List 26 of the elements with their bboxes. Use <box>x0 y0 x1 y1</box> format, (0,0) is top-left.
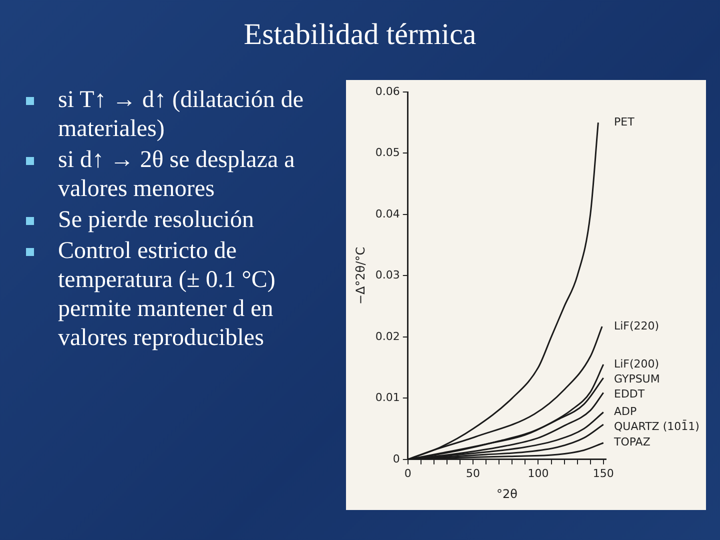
series-label: ADP <box>614 405 637 418</box>
x-tick-label: 50 <box>466 466 480 480</box>
x-tick-label: 100 <box>528 466 549 480</box>
series-label: EDDT <box>614 387 645 400</box>
y-tick-label: 0 <box>392 452 400 466</box>
series-label: TOPAZ <box>613 436 651 449</box>
y-axis-title: −Δ°2θ/°C <box>353 246 368 305</box>
text: Control estricto de temperatura (± 0.1 °C) permite mantener d en valores reproducibles <box>58 237 276 353</box>
series-label: LiF(220) <box>614 319 660 332</box>
series-label: LiF(200) <box>614 357 660 370</box>
text: Se pierde resolución <box>58 206 255 235</box>
text: si d↑ → 2θ se desplaza a valores menores <box>58 146 296 204</box>
y-tick-label: 0.02 <box>375 330 400 343</box>
y-tick-label: 0.01 <box>375 391 400 404</box>
series-label: GYPSUM <box>614 372 660 386</box>
series-label: PET <box>614 115 635 128</box>
y-tick-label: 0.05 <box>375 146 400 160</box>
series-label: QUARTZ (101̄1) <box>614 419 700 434</box>
y-tick-label: 0.04 <box>375 207 400 220</box>
x-tick-label: 0 <box>404 466 412 480</box>
y-tick-label: 0.03 <box>375 268 400 282</box>
y-tick-label: 0.06 <box>375 84 400 98</box>
text: si T↑ → d↑ (dilatación de materiales) <box>58 86 305 144</box>
chart-title: Estabilidad térmica <box>242 18 478 52</box>
x-axis-title: °2θ <box>496 486 518 501</box>
x-tick-label: 150 <box>592 466 614 480</box>
